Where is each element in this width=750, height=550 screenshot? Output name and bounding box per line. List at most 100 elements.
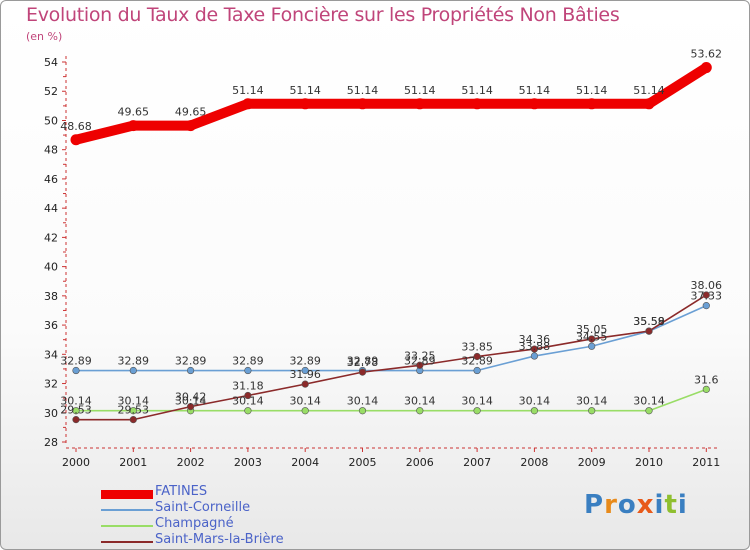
data-label: 30.14 <box>347 395 379 408</box>
series-line-champagn- <box>75 388 708 412</box>
data-label: 33.25 <box>404 349 436 362</box>
data-point <box>301 407 309 415</box>
data-point <box>299 98 311 110</box>
data-label: 38.06 <box>691 279 723 292</box>
data-label: 37.33 <box>691 290 723 303</box>
data-label: 29.53 <box>60 404 92 417</box>
data-point <box>530 345 539 353</box>
data-label: 32.89 <box>232 355 264 368</box>
data-label: 33.88 <box>519 340 551 353</box>
data-label: 53.62 <box>691 48 723 61</box>
data-label: 35.05 <box>576 323 608 336</box>
data-point <box>72 407 80 415</box>
y-tick-label: 54 <box>44 56 58 69</box>
series-line-saint-mars-la-bri-re <box>75 294 708 421</box>
chart-title: Evolution du Taux de Taxe Foncière sur l… <box>26 4 620 26</box>
data-point <box>702 291 710 299</box>
data-point <box>473 352 481 361</box>
data-point <box>643 98 655 110</box>
y-tick-label: 32 <box>44 378 58 391</box>
data-label: 30.14 <box>576 395 608 408</box>
data-label: 30.14 <box>461 395 493 408</box>
data-point <box>129 416 137 424</box>
data-point <box>702 302 710 310</box>
data-label: 51.14 <box>347 84 379 97</box>
y-tick-label: 52 <box>44 85 58 98</box>
data-point <box>358 407 367 415</box>
data-label: 51.14 <box>461 84 493 97</box>
logo-letter: t <box>664 490 678 520</box>
x-tick-label: 2004 <box>291 456 319 469</box>
legend-swatch <box>101 509 153 511</box>
y-tick-label: 44 <box>44 202 58 215</box>
data-point <box>301 380 309 388</box>
series-line-fatines <box>71 62 712 145</box>
data-point <box>530 407 539 415</box>
x-tick-label: 2000 <box>62 456 90 469</box>
data-label: 32.89 <box>60 355 92 368</box>
data-point <box>187 366 195 375</box>
y-tick-label: 46 <box>44 173 58 186</box>
logo-letter: i <box>654 490 665 520</box>
x-tick-label: 2011 <box>692 456 720 469</box>
x-tick-label: 2001 <box>119 456 147 469</box>
data-label: 30.42 <box>175 391 207 404</box>
data-point <box>645 407 653 415</box>
data-point <box>700 62 712 74</box>
data-label: 32.89 <box>461 355 493 368</box>
x-tick-label: 2008 <box>520 456 548 469</box>
data-label: 31.18 <box>232 380 264 393</box>
data-label: 31.6 <box>694 373 719 386</box>
data-point <box>244 407 252 415</box>
y-tick-label: 36 <box>44 319 58 332</box>
data-label: 51.14 <box>289 84 321 97</box>
y-tick-label: 34 <box>44 348 58 361</box>
y-unit-label: (en %) <box>26 30 63 43</box>
x-tick-label: 2010 <box>635 456 663 469</box>
series-line-saint-corneille <box>75 304 708 372</box>
data-label: 51.14 <box>404 84 436 97</box>
logo-letter: r <box>604 490 618 520</box>
data-point <box>530 352 539 360</box>
data-point <box>244 391 252 400</box>
data-label: 30.14 <box>175 395 207 408</box>
data-label: 32.78 <box>347 356 379 369</box>
legend-swatch <box>101 525 153 527</box>
x-tick-label: 2002 <box>177 456 205 469</box>
data-label: 49.65 <box>118 106 150 119</box>
data-point <box>416 361 424 369</box>
data-point <box>471 98 483 110</box>
proxiti-logo: Proxiti <box>584 490 688 520</box>
data-label: 31.96 <box>289 368 321 381</box>
data-label: 32.89 <box>175 355 207 368</box>
data-point <box>645 327 653 335</box>
data-label: 34.55 <box>576 330 608 343</box>
data-label: 29.53 <box>118 404 150 417</box>
y-tick-label: 48 <box>44 144 58 157</box>
data-point <box>72 416 80 424</box>
data-label: 32.89 <box>289 355 321 368</box>
data-point <box>358 368 367 376</box>
data-label: 30.14 <box>519 395 551 408</box>
y-tick-label: 50 <box>44 114 58 127</box>
data-label: 30.14 <box>633 395 665 408</box>
data-label: 30.14 <box>60 395 92 408</box>
data-point <box>588 335 596 343</box>
data-label: 34.36 <box>519 333 551 346</box>
y-tick-label: 28 <box>44 436 58 449</box>
data-point <box>242 98 254 110</box>
data-point <box>301 366 309 375</box>
logo-letter: P <box>584 490 605 520</box>
x-tick-label: 2006 <box>406 456 434 469</box>
data-point <box>702 385 710 393</box>
data-point <box>70 134 82 146</box>
data-point <box>185 120 197 132</box>
data-point <box>129 407 137 415</box>
x-tick-label: 2005 <box>349 456 377 469</box>
data-point <box>416 407 424 415</box>
data-point <box>473 366 481 375</box>
data-label: 30.14 <box>118 395 150 408</box>
logo-letter: o <box>617 490 637 520</box>
data-label: 32.89 <box>118 355 150 368</box>
